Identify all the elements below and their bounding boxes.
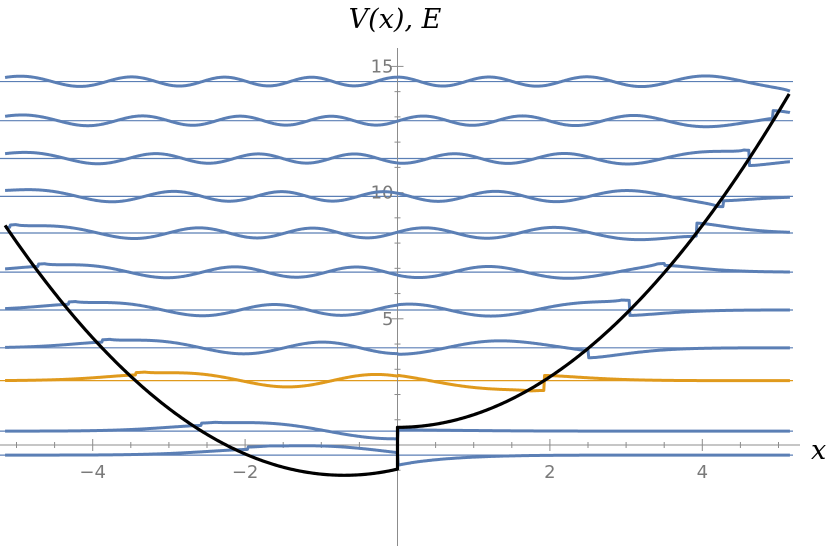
x-tick-label: −4 <box>79 462 106 483</box>
x-tick-label: −2 <box>232 462 259 483</box>
y-tick-label: 5 <box>382 309 393 330</box>
wavefunction-curve <box>4 148 791 168</box>
x-tick-label: 2 <box>544 462 555 483</box>
wavefunction-curve <box>4 337 791 360</box>
wavefunction-curve <box>4 370 791 393</box>
wavefunction-curve <box>4 262 791 280</box>
x-axis-title: x <box>811 435 826 466</box>
y-tick-label: 15 <box>371 56 394 77</box>
wavefunction-curve <box>4 74 791 93</box>
potential-curve <box>3 93 791 477</box>
wavefunction-curve <box>4 298 791 318</box>
x-tick-label: 4 <box>697 462 708 483</box>
y-axis-title: V(x), E <box>349 4 442 35</box>
wavefunction-curve <box>4 188 791 209</box>
wavefunction-curve <box>4 109 791 129</box>
wavefunction-curves <box>4 74 791 467</box>
wavefunction-curve <box>4 221 791 242</box>
